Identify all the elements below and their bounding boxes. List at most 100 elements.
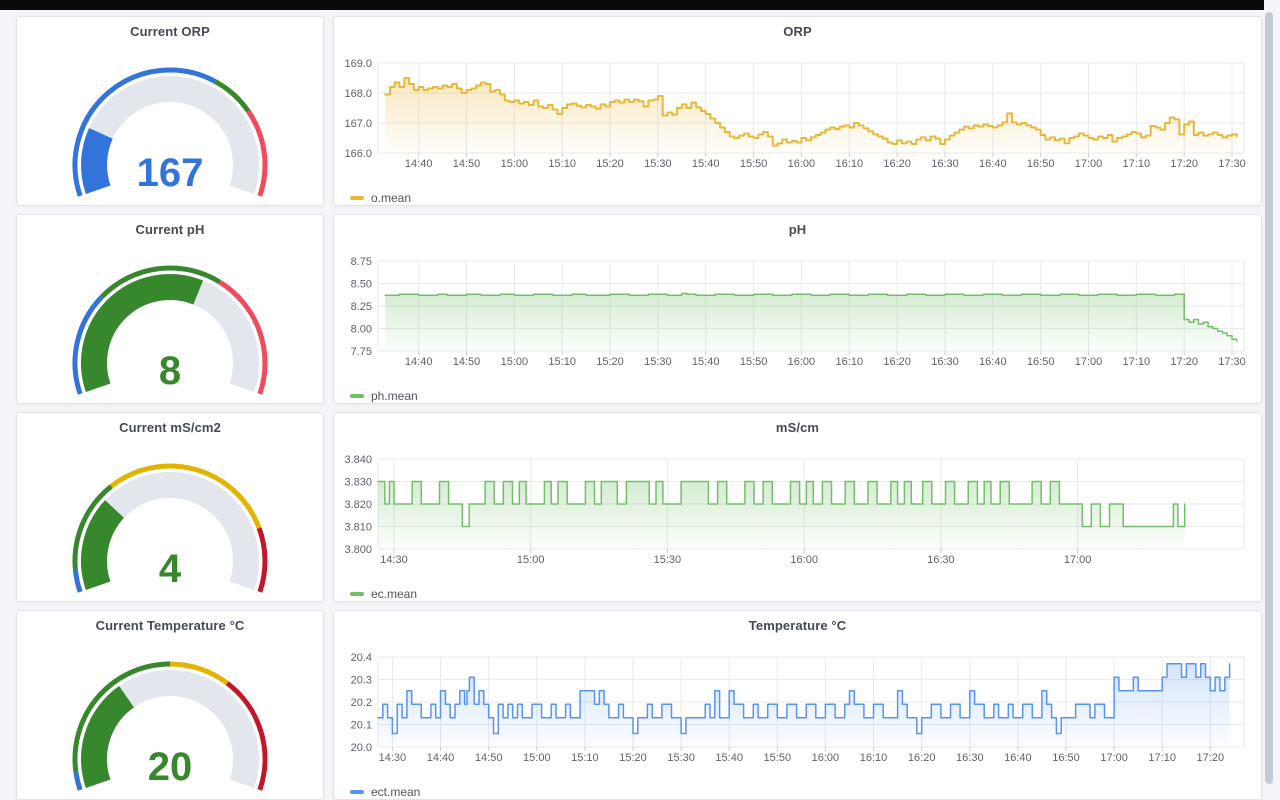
legend-label: ect.mean [371,785,421,799]
panel-title[interactable]: Current pH [17,215,323,243]
legend-item[interactable]: ect.mean [350,785,420,799]
x-axis-label: 17:10 [1123,356,1151,368]
y-axis-label: 3.820 [344,499,372,511]
gauge-value-arc [81,274,204,392]
y-axis-label: 7.75 [351,346,372,358]
x-axis-label: 16:50 [1052,752,1080,764]
y-axis-label: 8.25 [351,301,372,313]
gauge-value: 20 [147,745,193,789]
ph-time-series-plot[interactable]: 8.75 8.50 8.25 8.00 7.75 14:40 14:50 15:00 15:10… [334,215,1261,403]
x-axis-label: 14:40 [405,356,433,368]
x-axis-label: 17:00 [1100,752,1128,764]
x-axis-label: 16:40 [979,356,1007,368]
panel-title[interactable]: mS/cm [334,413,1261,441]
legend-item[interactable]: ec.mean [350,587,417,601]
series-area-fill [385,78,1237,153]
x-axis-label: 16:10 [836,356,864,368]
x-axis-label: 16:00 [812,752,840,764]
gauge-threshold-segment [169,661,229,686]
x-axis-label: 16:50 [1027,356,1055,368]
panel-title-text: ORP [783,23,812,39]
panel-title[interactable]: Current mS/cm2 [17,413,323,441]
y-axis-label: 8.50 [351,279,372,291]
x-axis-label: 15:10 [548,356,576,368]
legend-label: ec.mean [371,587,418,601]
x-axis-label: 15:30 [667,752,695,764]
top-black-bar [0,0,1264,10]
panel-title[interactable]: ORP [334,17,1261,45]
x-axis-label: 17:00 [1064,554,1092,566]
y-axis-label: 168.0 [344,88,372,100]
x-axis-label: 17:20 [1170,356,1198,368]
y-axis-label: 169.0 [344,58,372,70]
series-area-fill [378,481,1185,549]
gauge-value: 8 [158,349,182,393]
x-axis-label: 15:00 [501,356,529,368]
x-axis-label: 16:30 [931,356,959,368]
x-axis-label: 16:00 [788,158,816,170]
panel-title-text: mS/cm [775,419,820,435]
y-axis-label: 20.2 [351,697,372,709]
x-axis-label: 14:40 [427,752,455,764]
gauge-threshold-segment [72,661,171,773]
x-axis-label: 15:20 [619,752,647,764]
panel-title[interactable]: pH [334,215,1261,243]
panel-title-text: Current pH [135,221,205,237]
x-axis-label: 17:10 [1148,752,1176,764]
orp-time-series-plot[interactable]: 169.0 168.0 167.0 166.0 14:40 14:50 15:00 15:10… [334,17,1261,205]
gauge-value-arc [81,500,125,590]
x-axis-label: 15:50 [740,158,768,170]
gauge-value-arc [81,127,113,194]
legend-item[interactable]: ph.mean [350,389,418,403]
y-axis-label: 167.0 [344,118,372,130]
panel-current-temperature-gauge: Current Temperature °C 20 [16,610,324,800]
x-axis-label: 15:50 [764,752,792,764]
gauge: 4 [17,441,323,601]
gauge-threshold-segment [100,265,222,299]
x-axis-label: 15:30 [644,356,672,368]
legend-swatch [350,196,364,200]
ms-time-series-plot[interactable]: 3.840 3.830 3.820 3.810 3.800 14:30 15:00 15:30… [334,413,1261,601]
x-axis-label: 16:20 [883,356,911,368]
gauge: 167 [17,45,323,205]
x-axis-label: 16:30 [956,752,984,764]
series-line [384,292,1238,342]
x-axis-label: 15:10 [571,752,599,764]
panel-title[interactable]: Current ORP [17,17,323,45]
series-line [377,662,1231,735]
x-axis-label: 16:40 [979,158,1007,170]
x-axis-label: 16:20 [908,752,936,764]
gauge-arc [72,661,268,791]
y-axis-label: 20.3 [351,675,372,687]
legend-item[interactable]: o.mean [350,191,411,205]
panel-title[interactable]: Current Temperature °C [17,611,323,639]
x-axis-label: 15:10 [548,158,576,170]
x-axis-label: 15:40 [692,158,720,170]
panel-title-text: Temperature °C [748,617,847,633]
x-axis-label: 15:30 [654,554,682,566]
x-axis-label: 16:00 [788,356,816,368]
gauge-threshold-segment [72,295,104,395]
y-axis-label: 3.830 [344,477,372,489]
y-axis-label: 3.840 [344,454,372,466]
y-axis-label: 166.0 [344,148,372,160]
x-axis-label: 14:30 [379,752,407,764]
series-area-fill [385,293,1237,351]
panel-title-text: Current Temperature °C [95,617,245,633]
gauge-threshold-segment [72,568,83,593]
x-axis-label: 16:10 [860,752,888,764]
temperature-time-series-plot[interactable]: 20.4 20.3 20.2 20.1 20.0 14:30 14:40 14:50 15:00… [334,611,1261,799]
y-axis-label: 20.0 [351,742,372,754]
x-axis-label: 15:00 [501,158,529,170]
panel-title-text: Current ORP [130,23,210,39]
series-line [384,77,1238,147]
gauge-threshold-segment [218,279,268,395]
panel-current-orp-gauge: Current ORP 167 [16,16,324,206]
x-axis-label: 16:30 [931,158,959,170]
panel-title[interactable]: Temperature °C [334,611,1261,639]
panel-title-text: Current mS/cm2 [119,419,221,435]
x-axis-label: 14:50 [475,752,503,764]
panel-current-ph-gauge: Current pH 8 [16,214,324,404]
x-axis-label: 16:40 [1004,752,1032,764]
vertical-scrollbar-thumb[interactable] [1265,12,1273,784]
